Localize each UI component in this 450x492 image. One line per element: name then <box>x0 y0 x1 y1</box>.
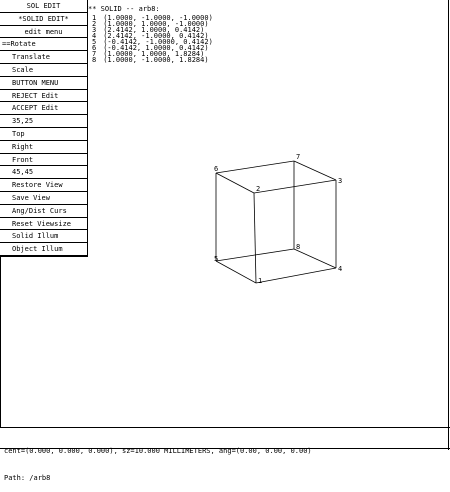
menu-item-35-25[interactable]: 35,25 <box>0 115 87 128</box>
menu-item-translate[interactable]: Translate <box>0 51 87 64</box>
menu-item-ang-dist-curs[interactable]: Ang/Dist Curs <box>0 205 87 218</box>
menu-item-label: Save View <box>12 193 50 202</box>
menu-item-label: edit menu <box>24 27 63 36</box>
status-path-line: Path: /arb8 <box>4 474 51 482</box>
edge-2-6 <box>215 172 255 194</box>
menu-item-45-45[interactable]: 45,45 <box>0 166 87 180</box>
menu-item-label: Solid Illum <box>12 232 59 241</box>
vertex-number: 1 <box>92 14 97 22</box>
selected-marker: == <box>2 40 11 49</box>
menu-item-reset-viewsize[interactable]: Reset Viewsize <box>0 218 87 231</box>
vertex-label-1: 1 <box>258 277 262 285</box>
status-center-line: cent=(0.000, 0.000, 0.000), sz=10.000 MI… <box>4 447 312 455</box>
menu-item-label: Scale <box>12 65 34 74</box>
vertex-row: 4 (2.4142, -1.0000, 0.4142) <box>92 32 213 40</box>
menu-item-label: ACCEPT Edit <box>12 104 59 113</box>
vertex-label-2: 2 <box>256 185 260 193</box>
menu-item-label: *SOLID EDIT* <box>18 14 69 23</box>
vertex-row: 7 (1.0000, 1.0000, 1.8284) <box>92 50 213 58</box>
status-bar: cent=(0.000, 0.000, 0.000), sz=10.000 MI… <box>4 429 312 492</box>
vertex-number: 2 <box>92 20 97 28</box>
menu-item-edit-menu[interactable]: edit menu <box>0 26 87 39</box>
status-divider <box>0 427 450 428</box>
vertex-number: 6 <box>92 44 97 52</box>
edge-1-2 <box>253 192 257 284</box>
vertex-row: 2 (1.0000, 1.0000, -1.0000) <box>92 20 213 28</box>
edge-3-7 <box>293 160 337 181</box>
vertex-coords: (1.0000, -1.0000, 1.8284) <box>103 56 209 64</box>
vertex-label-6: 6 <box>214 165 218 173</box>
menu-item-label: Top <box>12 129 25 138</box>
menu-item-save-view[interactable]: Save View <box>0 192 87 205</box>
vertex-coords: (1.0000, 1.0000, -1.0000) <box>103 20 209 28</box>
edge-4-1 <box>255 267 337 284</box>
menu-item-label: Restore View <box>12 181 63 190</box>
menu-item-restore-view[interactable]: Restore View <box>0 179 87 192</box>
menu-item-label: Right <box>12 142 34 151</box>
menu-item-label: Translate <box>12 53 50 62</box>
vertex-number: 3 <box>92 26 97 34</box>
vertex-coords: (1.0000, -1.0000, -1.0000) <box>103 14 213 22</box>
solid-header: ** SOLID -- arb8: <box>88 5 160 13</box>
menu-item-object-illum[interactable]: Object Illum <box>0 243 87 256</box>
menu-title: SOL EDIT <box>0 0 87 13</box>
menu-item-reject-edit[interactable]: REJECT Edit <box>0 90 87 103</box>
vertex-row: 1 (1.0000, -1.0000, -1.0000) <box>92 14 213 22</box>
vertex-number: 7 <box>92 50 97 58</box>
vertex-number: 4 <box>92 32 97 40</box>
frame-right-border <box>448 0 449 450</box>
vertex-coords: (-0.4142, -1.0000, 0.4142) <box>103 38 213 46</box>
vertex-row: 3 (2.4142, 1.0000, 0.4142) <box>92 26 213 34</box>
menu-item-label: 45,45 <box>12 168 34 177</box>
vertex-coords: (2.4142, -1.0000, 0.4142) <box>103 32 209 40</box>
edge-1-5 <box>215 260 257 284</box>
edge-6-7 <box>215 160 295 174</box>
edge-8-5 <box>215 248 295 262</box>
vertex-label-7: 7 <box>296 153 300 161</box>
vertex-coords: (-0.4142, 1.0000, 0.4142) <box>103 44 209 52</box>
vertex-label-5: 5 <box>214 255 218 263</box>
vertex-row: 5 (-0.4142, -1.0000, 0.4142) <box>92 38 213 46</box>
menu-item-label: Reset Viewsize <box>12 219 72 228</box>
menu-item-label: Front <box>12 155 34 164</box>
frame-bottom-border <box>0 448 450 449</box>
menu-item-scale[interactable]: Scale <box>0 64 87 77</box>
menu-item-front[interactable]: Front <box>0 154 87 167</box>
button-menu: SOL EDIT *SOLID EDIT* edit menu ==Rotate Tr… <box>0 0 88 257</box>
vertex-list: 1 (1.0000, -1.0000, -1.0000) 2 (1.0000, 1… <box>92 14 213 64</box>
menu-item-label: 35,25 <box>12 117 34 126</box>
menu-item-label: BUTTON MENU <box>12 78 59 87</box>
vertex-coords: (1.0000, 1.0000, 1.8284) <box>103 50 205 58</box>
vertex-row: 6 (-0.4142, 1.0000, 0.4142) <box>92 44 213 52</box>
menu-item-label: Rotate <box>10 40 36 49</box>
vertex-label-8: 8 <box>296 243 300 251</box>
menu-item-accept-edit[interactable]: ACCEPT Edit <box>0 102 87 116</box>
menu-item-top[interactable]: Top <box>0 128 87 141</box>
menu-item-rotate[interactable]: ==Rotate <box>0 38 87 52</box>
menu-item-solid-edit[interactable]: *SOLID EDIT* <box>0 13 87 26</box>
vertex-row: 8 (1.0000, -1.0000, 1.8284) <box>92 56 213 64</box>
menu-item-right[interactable]: Right <box>0 141 87 154</box>
vertex-label-3: 3 <box>338 177 342 185</box>
menu-item-label: REJECT Edit <box>12 91 59 100</box>
edge-2-3 <box>253 179 337 194</box>
menu-item-label: Ang/Dist Curs <box>12 206 67 215</box>
menu-item-button-menu[interactable]: BUTTON MENU <box>0 77 87 90</box>
menu-item-label: Object Illum <box>12 245 63 254</box>
menu-item-solid-illum[interactable]: Solid Illum <box>0 230 87 244</box>
edge-4-8 <box>293 248 337 269</box>
vertex-number: 8 <box>92 56 97 64</box>
vertex-number: 5 <box>92 38 97 46</box>
vertex-label-4: 4 <box>338 265 342 273</box>
vertex-coords: (2.4142, 1.0000, 0.4142) <box>103 26 205 34</box>
